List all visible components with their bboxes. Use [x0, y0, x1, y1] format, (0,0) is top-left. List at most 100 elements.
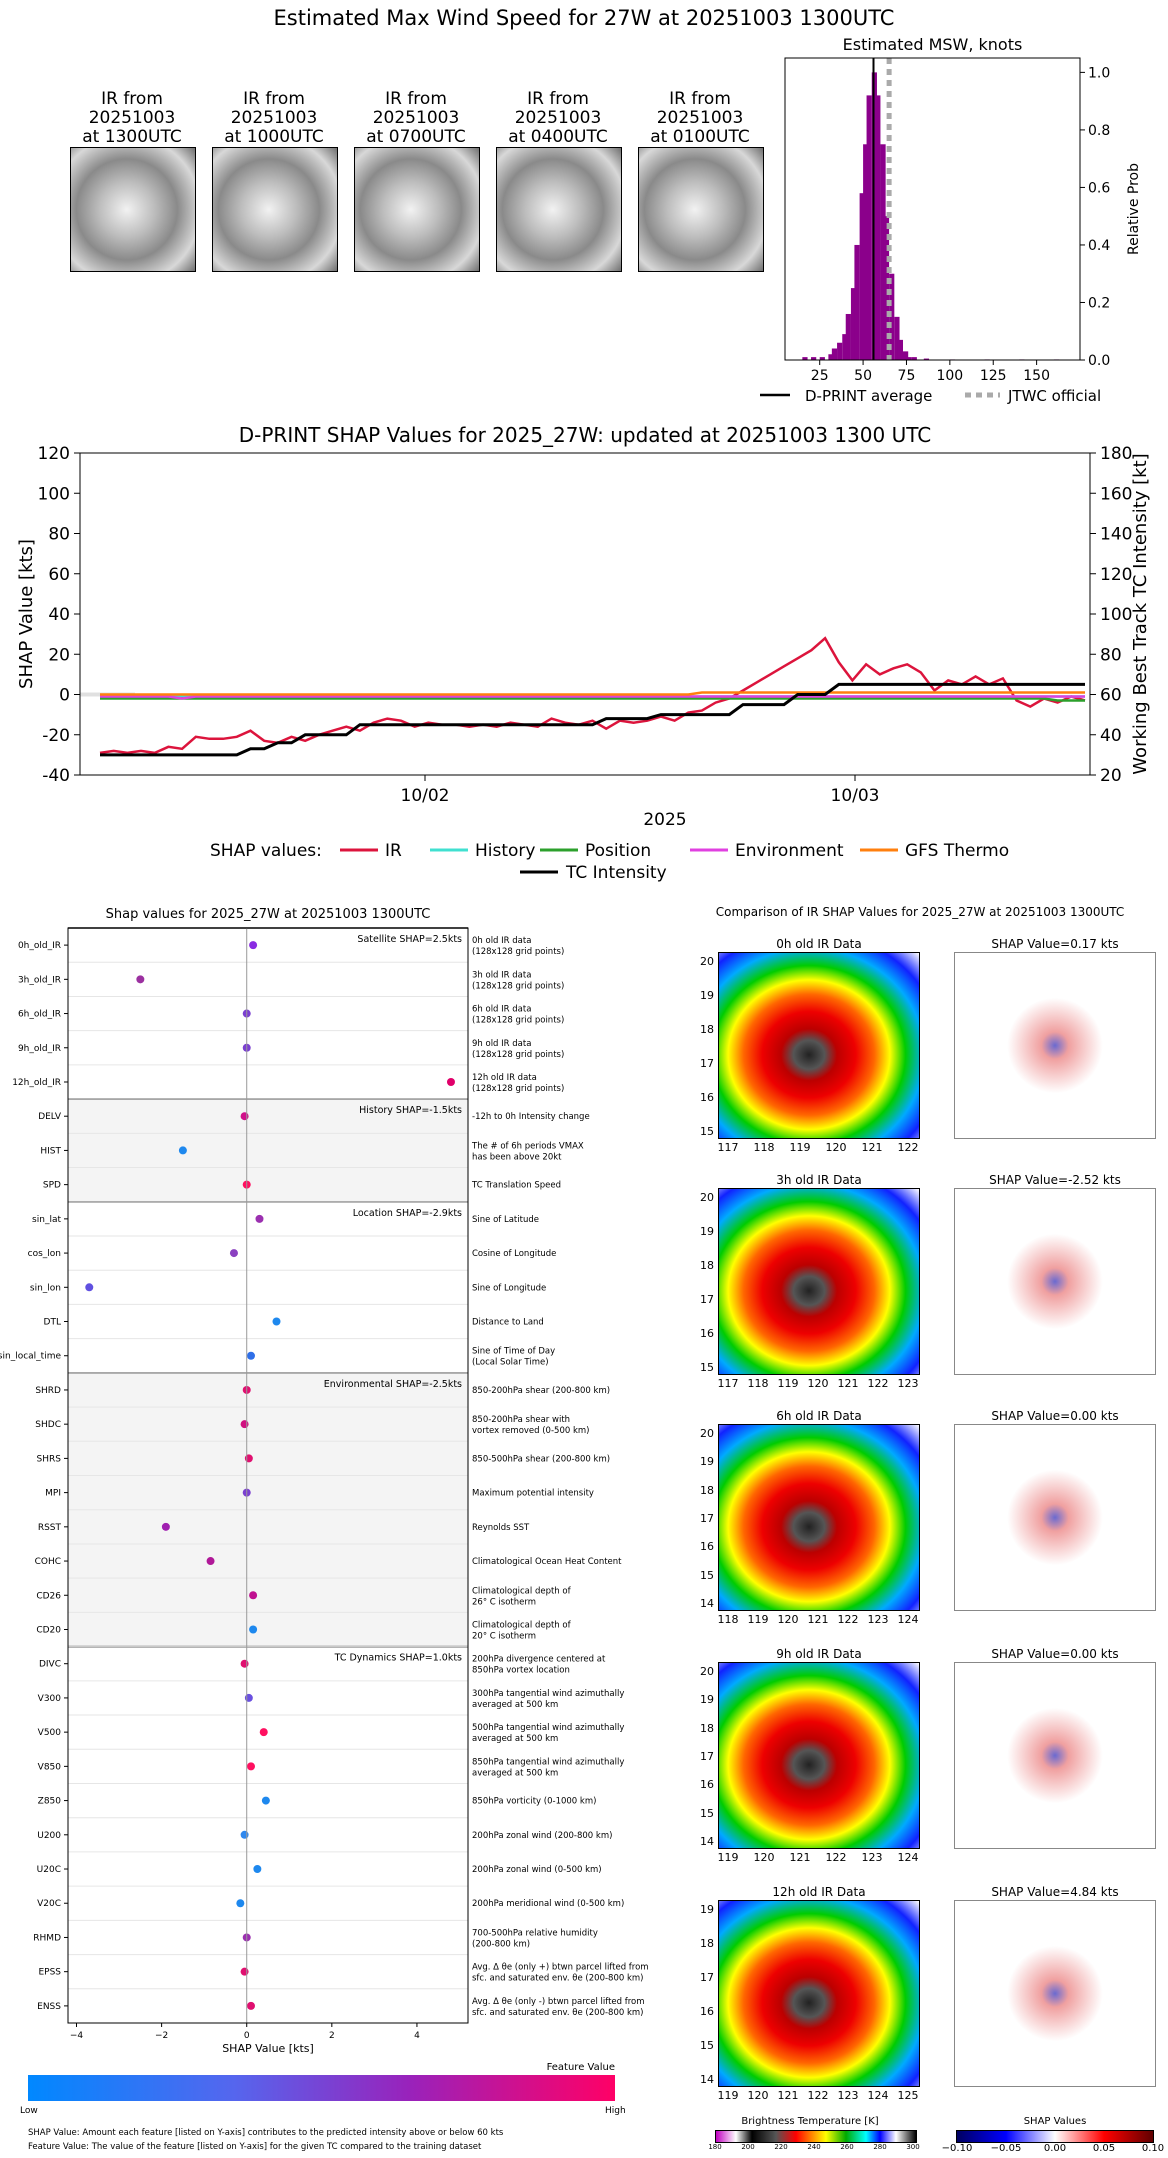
y-tick-label: 0.0 — [1088, 353, 1110, 369]
feature-desc: 850hPa vortex location — [472, 1666, 570, 1676]
feature-name: sin_lat — [32, 1215, 61, 1225]
feature-desc: (128x128 grid points) — [472, 1050, 564, 1060]
series-line-environment — [100, 695, 1085, 700]
ir-lon-label: 119 — [747, 1613, 769, 1626]
feature-point — [249, 1591, 258, 1600]
ir-thumbnail-image — [70, 147, 196, 272]
y-tick-label: 0.8 — [1088, 123, 1110, 139]
legend-label: GFS Thermo — [905, 841, 1009, 861]
ir-lon-label: 119 — [789, 1141, 811, 1154]
thumbnail-caption-line: IR from — [385, 89, 447, 109]
feature-point — [259, 1728, 268, 1737]
x-tick-label: −2 — [155, 2031, 168, 2041]
hist-bar — [802, 357, 808, 360]
group-band — [68, 1099, 468, 1202]
hist-bar — [845, 313, 851, 360]
feature-desc: sfc. and saturated env. θe (200-800 km) — [472, 1974, 644, 1984]
legend-label: IR — [385, 841, 402, 861]
thumbnail-caption-line: at 0700UTC — [366, 127, 466, 147]
feature-point — [244, 1454, 253, 1463]
feature-name: Z850 — [38, 1797, 62, 1807]
feature-desc: (Local Solar Time) — [472, 1358, 549, 1368]
y-tick-label: 0.4 — [1088, 238, 1110, 254]
hist-bar — [819, 357, 825, 360]
thumbnail-caption-line: 20251003 — [230, 108, 318, 128]
ir-lon-label: 121 — [777, 2089, 799, 2102]
shap-map — [954, 1662, 1156, 1849]
ir-lat-label: 15 — [700, 1806, 714, 1820]
ir-lat-label: 20 — [700, 1191, 714, 1204]
feature-point — [236, 1899, 245, 1908]
ir-thumbnail-image — [212, 147, 338, 272]
feature-name: HIST — [40, 1146, 61, 1156]
ir-lat-label: 18 — [700, 1937, 714, 1950]
ir-lat-label: 18 — [700, 1483, 714, 1497]
feature-desc: Climatological depth of — [472, 1620, 572, 1630]
thumbnail-caption-line: 20251003 — [656, 108, 744, 128]
ir-lon-label: 121 — [807, 1613, 829, 1626]
ir-lat-label: 19 — [700, 1693, 714, 1707]
x-tick-label: 75 — [898, 368, 916, 384]
msw-histogram: Estimated MSW, knots 25 50 75 100 125 150 0.0 0.… — [760, 35, 1142, 405]
x-tick-label: 50 — [854, 368, 872, 384]
feature-point — [136, 975, 145, 984]
hist-bar — [889, 273, 895, 360]
shap-cbar-label: SHAP Values — [1023, 2116, 1087, 2127]
hist-bar — [897, 339, 903, 360]
feature-point — [255, 1214, 264, 1223]
shap-map — [954, 1424, 1156, 1611]
legend-label: Environment — [735, 841, 844, 861]
ir-lon-label: 123 — [897, 1377, 919, 1390]
ir-lat-label: 16 — [700, 1091, 714, 1104]
x-tick-label: 4 — [414, 2031, 420, 2041]
feature-desc: Sine of Time of Day — [472, 1347, 555, 1357]
thumbnail-caption-line: IR from — [527, 89, 589, 109]
thumbnail-caption-line: 20251003 — [514, 108, 602, 128]
shap-map — [954, 952, 1156, 1139]
feature-name: cos_lon — [28, 1249, 61, 1259]
legend-label: Position — [585, 841, 651, 861]
ir-lon-label: 123 — [837, 2089, 859, 2102]
feature-desc: 200hPa divergence centered at — [472, 1655, 606, 1665]
x-tick-label: 0 — [244, 2031, 250, 2041]
ir-lat-label: 18 — [700, 1721, 714, 1735]
feature-desc: (128x128 grid points) — [472, 981, 564, 991]
shap-map-title: SHAP Value=0.00 kts — [991, 1409, 1119, 1423]
shap-cbar-tick: 0.00 — [1043, 2143, 1067, 2154]
feature-point — [240, 1830, 249, 1839]
thumbnail-caption-line: IR from — [243, 89, 305, 109]
y-tick-label: -40 — [42, 766, 70, 786]
ir-lon-label: 125 — [897, 2089, 919, 2102]
ir-lat-label: 15 — [700, 1361, 714, 1374]
ir-panel-title: Comparison of IR SHAP Values for 2025_27… — [715, 905, 1125, 919]
ir-lon-label: 118 — [747, 1377, 769, 1390]
ir-lon-label: 120 — [747, 2089, 769, 2102]
feature-name: U20C — [37, 1865, 61, 1875]
feature-desc: 700-500hPa relative humidity — [472, 1928, 598, 1938]
ir-lat-label: 14 — [700, 1835, 714, 1848]
feature-desc: averaged at 500 km — [472, 1768, 558, 1778]
feature-name: V850 — [38, 1762, 62, 1772]
feature-desc: 6h old IR data — [472, 1005, 531, 1015]
hist-bar — [875, 95, 881, 360]
thumbnail-caption: IR from 20251003 at 0700UTC — [346, 90, 486, 147]
ir-lon-label: 120 — [807, 1377, 829, 1390]
page-title: Estimated Max Wind Speed for 27W at 2025… — [273, 6, 895, 30]
ir-lat-label: 16 — [700, 1540, 714, 1554]
hist-bar — [859, 193, 865, 360]
feature-desc: Avg. Δ θe (only +) btwn parcel lifted fr… — [472, 1963, 649, 1973]
series-line-gfs-thermo — [100, 691, 1085, 696]
ir-lon-label: 120 — [753, 1851, 775, 1864]
feature-name: COHC — [35, 1557, 61, 1567]
ir-lon-label: 122 — [837, 1613, 859, 1626]
ir-map-title: 0h old IR Data — [776, 937, 862, 951]
ir-lon-label: 118 — [717, 1613, 739, 1626]
feature-desc: TC Translation Speed — [471, 1181, 561, 1191]
y2-tick-label: 120 — [1100, 565, 1132, 585]
hist-bar — [894, 316, 900, 360]
feature-desc: (128x128 grid points) — [472, 1084, 564, 1094]
feature-name: CD20 — [36, 1625, 61, 1635]
ir-lon-label: 123 — [861, 1851, 883, 1864]
scatter-title: Shap values for 2025_27W at 20251003 130… — [106, 907, 431, 922]
ir-lon-label: 120 — [777, 1613, 799, 1626]
